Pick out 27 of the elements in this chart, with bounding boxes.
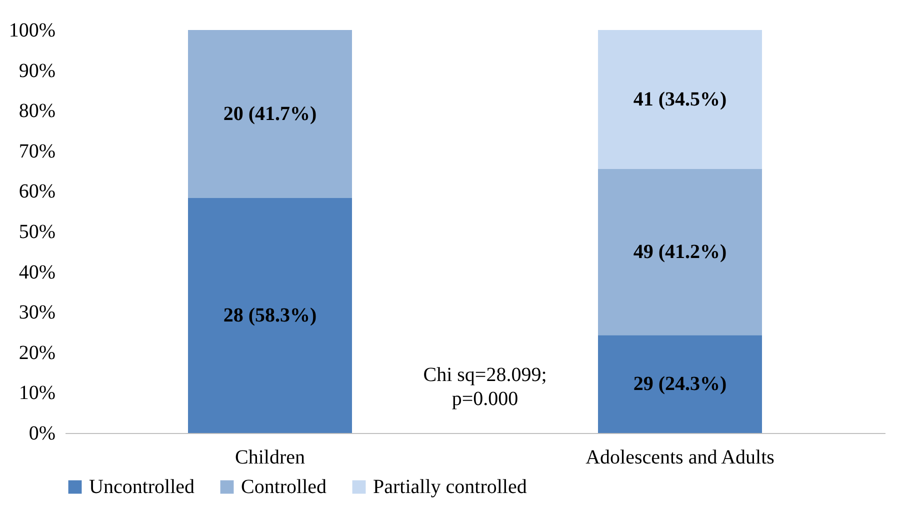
data-label: 29 (24.3%) bbox=[633, 373, 727, 396]
y-tick-label: 40% bbox=[18, 261, 56, 284]
legend-label: Partially controlled bbox=[373, 476, 527, 498]
legend-label: Controlled bbox=[241, 476, 327, 498]
y-tick-label: 10% bbox=[18, 382, 56, 404]
y-tick-label: 30% bbox=[18, 302, 56, 324]
bar bbox=[598, 335, 762, 433]
data-label: 49 (41.2%) bbox=[633, 241, 727, 264]
bar bbox=[188, 198, 352, 433]
bar bbox=[188, 30, 352, 198]
y-tick-label: 70% bbox=[18, 140, 56, 162]
y-tick-label: 50% bbox=[18, 221, 56, 243]
y-tick-label: 100% bbox=[8, 20, 56, 42]
x-tick-label: Adolescents and Adults bbox=[586, 446, 775, 468]
data-label: 41 (34.5%) bbox=[633, 88, 727, 111]
bar bbox=[598, 169, 762, 336]
annotation: Chi sq=28.099; p=0.000 bbox=[423, 364, 547, 410]
y-tick-label: 0% bbox=[28, 422, 56, 444]
x-tick-label: Children bbox=[235, 446, 305, 468]
y-tick-label: 80% bbox=[18, 100, 56, 122]
y-tick-label: 20% bbox=[18, 342, 56, 364]
legend-label: Uncontrolled bbox=[89, 476, 195, 498]
y-tick-label: 90% bbox=[18, 60, 56, 82]
data-label: 28 (58.3%) bbox=[223, 304, 317, 327]
y-tick-label: 60% bbox=[18, 180, 56, 203]
data-label: 20 (41.7%) bbox=[223, 103, 317, 126]
bar bbox=[598, 30, 762, 170]
